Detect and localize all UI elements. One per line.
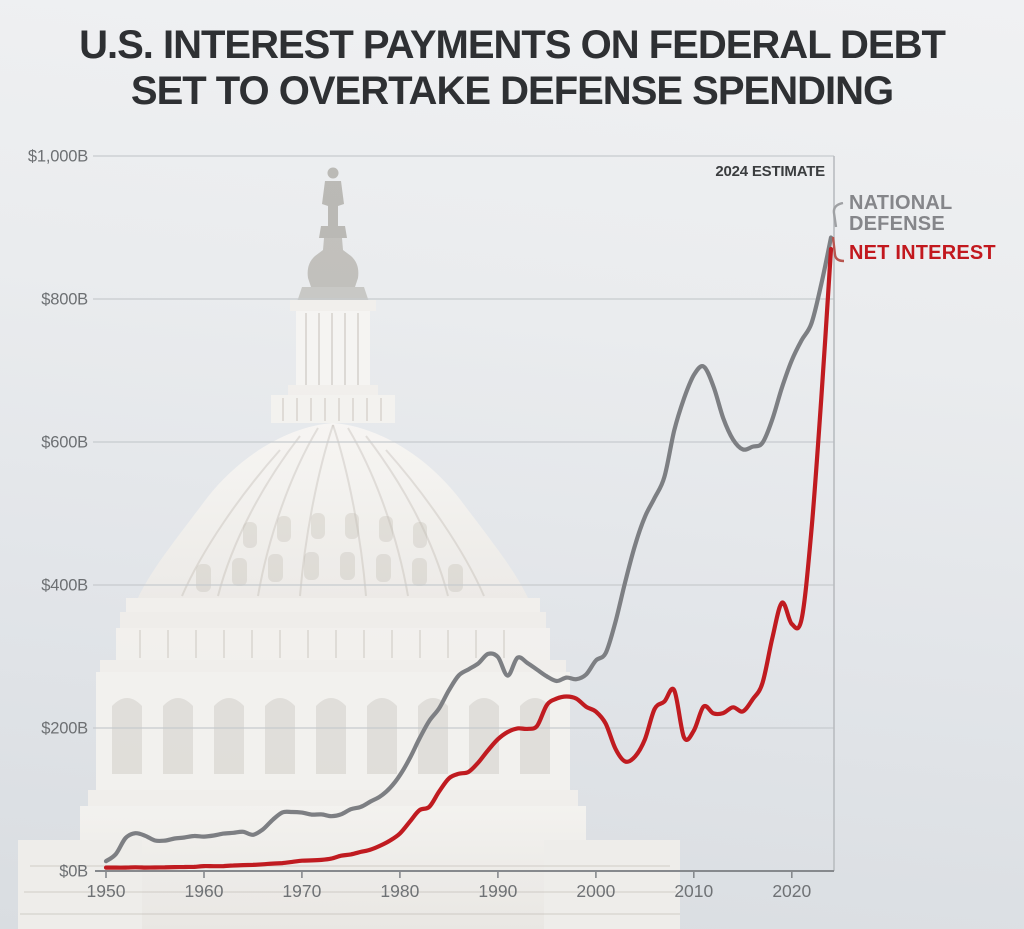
- x-tick-label: 1980: [380, 881, 419, 901]
- x-tick-label: 2000: [576, 881, 615, 901]
- x-tick-label: 2020: [772, 881, 811, 901]
- estimate-annotation: 2024 ESTIMATE: [715, 163, 825, 180]
- x-tick-label: 2010: [674, 881, 713, 901]
- x-tick-label: 1990: [478, 881, 517, 901]
- legend-connectors: [831, 202, 845, 263]
- title-line-2: SET TO OVERTAKE DEFENSE SPENDING: [130, 69, 894, 113]
- legend-net-interest: NET INTEREST: [849, 242, 996, 264]
- net-interest-line: [103, 246, 834, 870]
- legend-defense-line-2: DEFENSE: [849, 213, 945, 235]
- chart-legend: NATIONAL DEFENSE NET INTEREST: [849, 193, 996, 264]
- legend-defense-line-1: NATIONAL: [849, 192, 953, 214]
- legend-national-defense: NATIONAL DEFENSE: [849, 193, 996, 235]
- y-tick-label: $800B: [41, 291, 88, 309]
- x-tick-label: 1950: [87, 881, 126, 901]
- y-tick-label: $200B: [41, 720, 88, 738]
- x-tick-label: 1960: [185, 881, 224, 901]
- interest-line-connector-icon: [831, 236, 845, 263]
- defense-line-connector-icon: [832, 202, 844, 228]
- y-tick-label: $400B: [41, 577, 88, 595]
- freedom-statue: [319, 167, 347, 238]
- page-title: U.S. INTEREST PAYMENTS ON FEDERAL DEBT S…: [0, 22, 1024, 114]
- national-defense-line: [103, 235, 834, 864]
- capitol-dome-background-image: [18, 167, 680, 929]
- title-line-1: U.S. INTEREST PAYMENTS ON FEDERAL DEBT: [79, 23, 946, 67]
- y-tick-label: $0B: [59, 863, 88, 881]
- y-tick-label: $600B: [41, 434, 88, 452]
- y-tick-label: $1,000B: [28, 148, 88, 166]
- x-tick-label: 1970: [282, 881, 321, 901]
- capitol-dome-shapes: [18, 167, 680, 929]
